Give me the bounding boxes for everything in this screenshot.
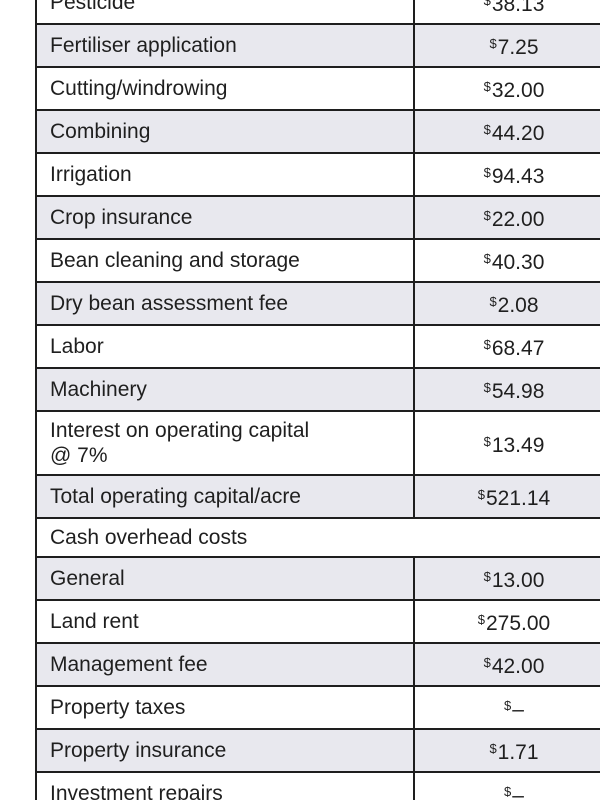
amount-text: 54.98: [491, 380, 545, 403]
table-row: Cutting/windrowing $32.00: [35, 66, 600, 111]
amount-text: –: [512, 784, 524, 800]
amount-text: 40.30: [491, 251, 545, 274]
amount-text: 22.00: [491, 208, 545, 231]
cost-item-label: Pesticide: [35, 0, 415, 25]
cost-item-label: Investment repairs: [35, 771, 415, 800]
table-row: Combining $44.20: [35, 109, 600, 154]
currency-symbol: $: [489, 294, 497, 309]
cost-item-value: $2.08: [413, 281, 600, 326]
table-row: Irrigation $94.43: [35, 152, 600, 197]
currency-symbol: $: [483, 569, 491, 584]
currency-symbol: $: [483, 433, 491, 449]
cost-item-label: Crop insurance: [35, 195, 415, 240]
cost-item-label: Land rent: [35, 599, 415, 644]
cost-item-label: Fertiliser application: [35, 23, 415, 68]
cost-item-value: $54.98: [413, 367, 600, 412]
cost-table: Pesticide $38.13 Fertiliser application $7.…: [35, 0, 600, 800]
cost-item-label: Dry bean assessment fee: [35, 281, 415, 326]
currency-symbol: $: [477, 612, 485, 627]
table-row: Property taxes $–: [35, 685, 600, 730]
cost-item-value: $13.00: [413, 556, 600, 601]
table-row: Crop insurance $22.00: [35, 195, 600, 240]
cost-item-label: Cutting/windrowing: [35, 66, 415, 111]
cost-item-label: Bean cleaning and storage: [35, 238, 415, 283]
currency-symbol: $: [483, 122, 491, 137]
currency-symbol: $: [483, 251, 491, 266]
currency-symbol: $: [483, 655, 491, 670]
table-row: General $13.00: [35, 556, 600, 601]
currency-symbol: $: [483, 0, 491, 8]
currency-symbol: $: [483, 337, 491, 352]
table-row: Interest on operating capital @ 7% $13.49: [35, 410, 600, 476]
currency-symbol: $: [483, 79, 491, 94]
table-row: Land rent $275.00: [35, 599, 600, 644]
table-row: Pesticide $38.13: [35, 0, 600, 25]
amount-text: 1.71: [497, 741, 539, 764]
cost-item-value: $68.47: [413, 324, 600, 369]
cost-item-value: $22.00: [413, 195, 600, 240]
amount-text: 32.00: [491, 79, 545, 102]
amount-text: –: [512, 698, 524, 721]
cost-item-value: $7.25: [413, 23, 600, 68]
amount-text: 13.00: [491, 569, 545, 592]
currency-symbol: $: [483, 380, 491, 395]
table-row: Labor $68.47: [35, 324, 600, 369]
amount-text: 68.47: [491, 337, 545, 360]
table-row: Fertiliser application $7.25: [35, 23, 600, 68]
cost-item-label: Property taxes: [35, 685, 415, 730]
table-row: Management fee $42.00: [35, 642, 600, 687]
table-row: Cash overhead costs: [35, 517, 600, 558]
amount-text: 275.00: [486, 612, 551, 635]
currency-symbol: $: [483, 165, 491, 180]
cost-item-label: Labor: [35, 324, 415, 369]
cost-item-label: Interest on operating capital @ 7%: [35, 410, 415, 476]
cost-item-label: Management fee: [35, 642, 415, 687]
cost-item-value: $–: [413, 771, 600, 800]
cost-table-body: Pesticide $38.13 Fertiliser application $7.…: [35, 0, 600, 800]
currency-symbol: $: [504, 784, 512, 799]
amount-text: 13.49: [491, 433, 545, 457]
cost-item-value: $13.49: [413, 410, 600, 476]
cost-item-label: Irrigation: [35, 152, 415, 197]
currency-symbol: $: [483, 208, 491, 223]
cost-item-value: $32.00: [413, 66, 600, 111]
cost-item-value: $40.30: [413, 238, 600, 283]
cost-item-value: $–: [413, 685, 600, 730]
amount-text: 38.13: [491, 0, 545, 16]
table-row: Total operating capital/acre $521.14: [35, 474, 600, 519]
cost-item-value: $521.14: [413, 474, 600, 519]
cost-item-value: $42.00: [413, 642, 600, 687]
table-row: Investment repairs $–: [35, 771, 600, 800]
cost-item-value: $38.13: [413, 0, 600, 25]
cost-item-value: $94.43: [413, 152, 600, 197]
cost-item-label: Machinery: [35, 367, 415, 412]
table-row: Property insurance $1.71: [35, 728, 600, 773]
currency-symbol: $: [504, 698, 512, 713]
cost-item-value: $275.00: [413, 599, 600, 644]
currency-symbol: $: [489, 741, 497, 756]
section-header: Cash overhead costs: [35, 517, 600, 558]
amount-text: 2.08: [497, 294, 539, 317]
cost-item-value: $1.71: [413, 728, 600, 773]
amount-text: 94.43: [491, 165, 545, 188]
cost-item-label: Total operating capital/acre: [35, 474, 415, 519]
amount-text: 521.14: [486, 487, 551, 510]
currency-symbol: $: [477, 487, 485, 502]
amount-text: 44.20: [491, 122, 545, 145]
cost-item-label: Property insurance: [35, 728, 415, 773]
cost-item-value: $44.20: [413, 109, 600, 154]
cost-item-label: Combining: [35, 109, 415, 154]
table-row: Dry bean assessment fee $2.08: [35, 281, 600, 326]
currency-symbol: $: [489, 36, 497, 51]
table-row: Machinery $54.98: [35, 367, 600, 412]
amount-text: 42.00: [491, 655, 545, 678]
table-row: Bean cleaning and storage $40.30: [35, 238, 600, 283]
amount-text: 7.25: [497, 36, 539, 59]
cost-item-label: General: [35, 556, 415, 601]
